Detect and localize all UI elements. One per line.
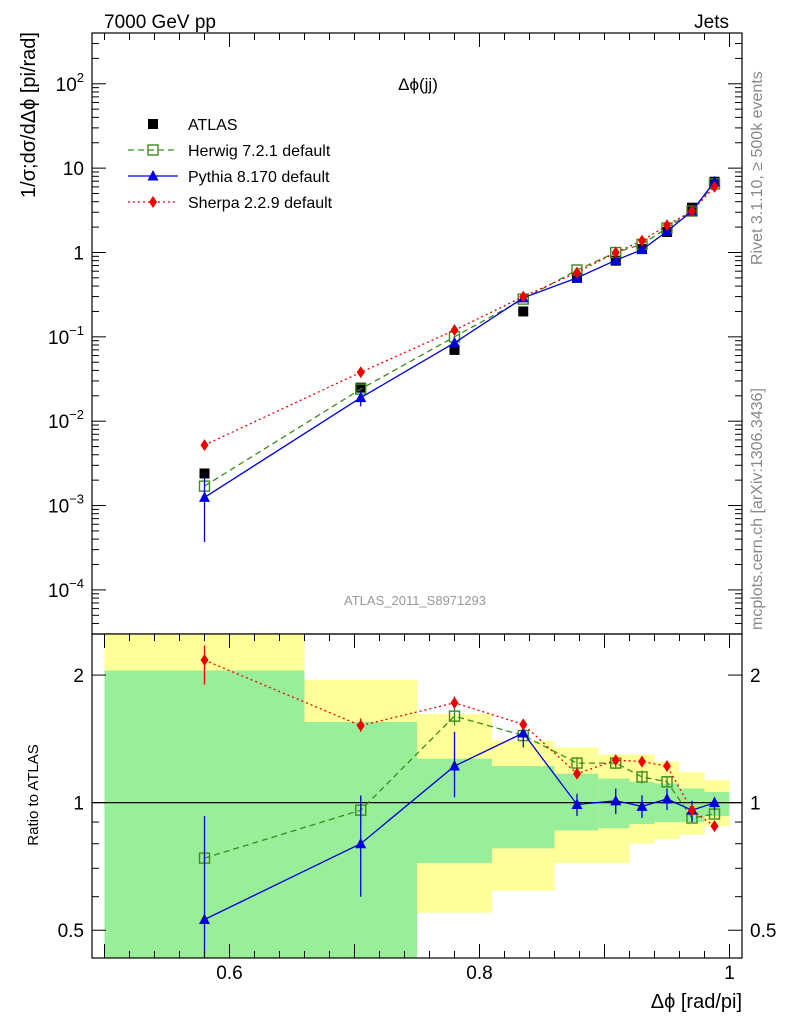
y-tick-label: 10−3 (48, 492, 84, 518)
ratio-point-pythia (636, 800, 648, 811)
data-point-sherpa (200, 439, 209, 452)
data-point-atlas (518, 306, 529, 317)
ratio-point-pythia (355, 837, 367, 849)
data-point-pythia (449, 336, 460, 348)
y-tick-label: 10 (63, 159, 84, 180)
ratio-point-pythia (709, 796, 720, 808)
ratio-point-pythia (199, 913, 210, 925)
series-herwig (198, 178, 721, 492)
data-point-sherpa (663, 219, 671, 232)
x-tick-label: 0.8 (466, 963, 492, 984)
ratio-y-tick-label: 1 (73, 794, 84, 815)
ratio-point-pythia (517, 726, 529, 738)
ratio-point-sherpa (356, 719, 365, 732)
ratio-point-herwig (661, 776, 673, 788)
mcplots-label: mcplots.cern.ch [arXiv:1306.3436] (749, 388, 766, 630)
y-tick-label: 102 (56, 70, 84, 96)
main-plot: 10−4 10−3 10−2 10−1 1 10 102 Δϕ(jj) ATLAS_2011… (18, 32, 743, 635)
ratio-point-pythia (661, 793, 673, 804)
ratio-y-tick-label: 2 (73, 666, 84, 687)
data-point-pythia (355, 391, 367, 403)
ratio-point-sherpa (688, 804, 696, 817)
ratio-y-tick-label-right: 1 (750, 794, 761, 815)
series-pythia (199, 175, 720, 542)
ratio-point-sherpa (200, 654, 209, 667)
series-line-pythia (204, 181, 716, 498)
x-tick-label: 1 (724, 963, 735, 984)
watermark: ATLAS_2011_S8971293 (344, 593, 486, 608)
ratio-line-sherpa (204, 659, 715, 827)
legend-label-pythia: Pythia 8.170 default (188, 169, 330, 186)
data-point-atlas (355, 382, 366, 393)
main-ylabel: 1/σ;dσ/dΔϕ [pi/rad] (18, 32, 40, 198)
uncertainty-bands (104, 634, 730, 958)
main-title: Δϕ(jj) (398, 75, 438, 94)
x-axis-label: Δϕ [rad/pi] (651, 991, 742, 1013)
ratio-point-herwig (448, 710, 461, 722)
data-point-pythia (199, 491, 210, 502)
ratio-y-tick-label-right: 2 (750, 666, 761, 687)
ratio-line-pythia (204, 732, 715, 921)
legend-label-sherpa: Sherpa 2.2.9 default (188, 195, 333, 212)
header-right: Jets (694, 12, 729, 33)
legend-marker-sherpa (149, 196, 157, 208)
legend-label-herwig: Herwig 7.2.1 default (188, 143, 331, 160)
ratio-point-sherpa (611, 754, 620, 767)
ratio-point-sherpa (573, 767, 581, 780)
series-line-sherpa (204, 186, 715, 446)
legend-marker-pythia (147, 170, 159, 181)
data-point-sherpa (710, 180, 719, 193)
header-left: 7000 GeV pp (104, 12, 216, 33)
series-sherpa (200, 180, 719, 452)
data-point-sherpa (450, 324, 459, 337)
ratio-series-sherpa (200, 645, 719, 833)
y-tick-label: 10−4 (48, 576, 84, 602)
ratio-line-herwig (204, 715, 715, 859)
ratio-ylabel: Ratio to ATLAS (25, 744, 42, 845)
data-point-atlas (449, 344, 460, 355)
data-point-atlas (199, 468, 210, 479)
ratio-point-sherpa (519, 718, 528, 731)
band-inner (492, 766, 555, 849)
ratio-series-pythia (199, 720, 720, 958)
legend-marker-atlas (148, 119, 158, 129)
ratio-y-tick-label: 0.5 (58, 921, 84, 942)
rivet-label: Rivet 3.1.10, ≥ 500k events (749, 71, 766, 265)
data-point-sherpa (573, 266, 581, 279)
series-line-herwig (204, 183, 716, 487)
ratio-point-sherpa (638, 755, 646, 768)
data-point-sherpa (356, 366, 365, 379)
legend-label-atlas: ATLAS (188, 117, 238, 134)
data-point-sherpa (688, 205, 696, 218)
ratio-y-tick-label-right: 0.5 (750, 921, 776, 942)
data-point-sherpa (611, 246, 620, 259)
data-point-sherpa (519, 290, 528, 303)
y-tick-label: 10−2 (48, 407, 84, 433)
ratio-point-pythia (610, 794, 622, 806)
ratio-frame (91, 633, 743, 959)
ratio-plot: 0.5 0.5 1 1 2 2 0.6 0.8 1 Ratio to ATLAS Δϕ [rad… (25, 633, 776, 1013)
ratio-point-herwig (636, 771, 648, 783)
ratio-point-sherpa (663, 760, 671, 773)
y-tick-label: 1 (73, 243, 84, 264)
ratio-point-pythia (449, 760, 460, 771)
x-tick-label: 0.6 (216, 963, 242, 984)
data-point-pythia (610, 254, 622, 265)
data-point-pythia (636, 243, 648, 255)
ratio-point-sherpa (710, 820, 719, 833)
legend-marker-herwig (147, 144, 159, 156)
data-point-sherpa (638, 234, 646, 247)
ratio-point-pythia (571, 798, 583, 810)
y-tick-label: 10−1 (48, 323, 84, 349)
ratio-point-sherpa (450, 696, 459, 709)
legend: ATLAS Herwig 7.2.1 default Pythia 8.170 de… (128, 117, 333, 212)
